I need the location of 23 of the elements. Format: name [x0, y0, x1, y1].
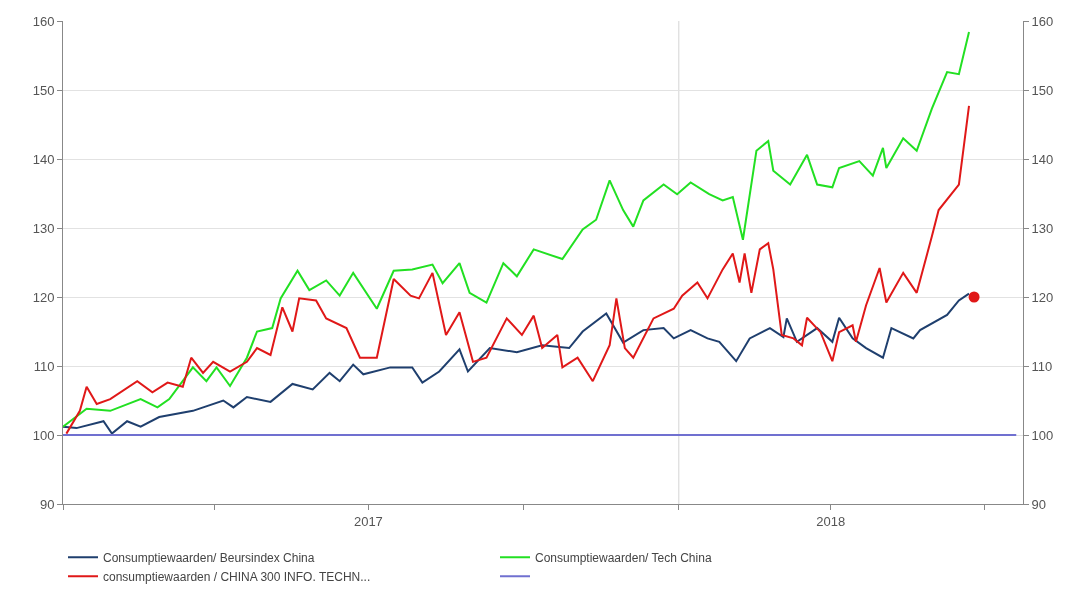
- y2-tick-label: 150: [1031, 82, 1054, 98]
- legend-label: consumptiewaarden / CHINA 300 INFO. TECHN...: [103, 569, 371, 584]
- legend-label: Consumptiewaarden/ Tech China: [535, 550, 712, 565]
- y2-tick-label: 160: [1031, 13, 1054, 29]
- y2-tick-label: 120: [1031, 289, 1054, 305]
- legend-label: Consumptiewaarden/ Beursindex China: [103, 550, 315, 565]
- y-tick-label: 160: [32, 13, 55, 29]
- y2-tick-label: 130: [1031, 220, 1054, 236]
- y2-tick-label: 140: [1031, 151, 1054, 167]
- y-tick-label: 120: [32, 289, 55, 305]
- x-tick-label: 2018: [816, 513, 846, 529]
- y-tick-label: 90: [39, 496, 55, 512]
- y-tick-label: 110: [33, 358, 55, 374]
- y-tick-label: 140: [32, 151, 55, 167]
- y-tick-label: 100: [32, 427, 55, 443]
- y2-tick-label: 100: [1031, 427, 1054, 443]
- line-series: [63, 31, 971, 428]
- y2-tick-label: 110: [1031, 358, 1053, 374]
- y2-tick-label: 90: [1031, 496, 1047, 512]
- y-tick-label: 150: [32, 82, 55, 98]
- x-tick-label: 2017: [353, 513, 383, 529]
- y-tick-label: 130: [32, 220, 55, 236]
- line-series: [65, 104, 971, 435]
